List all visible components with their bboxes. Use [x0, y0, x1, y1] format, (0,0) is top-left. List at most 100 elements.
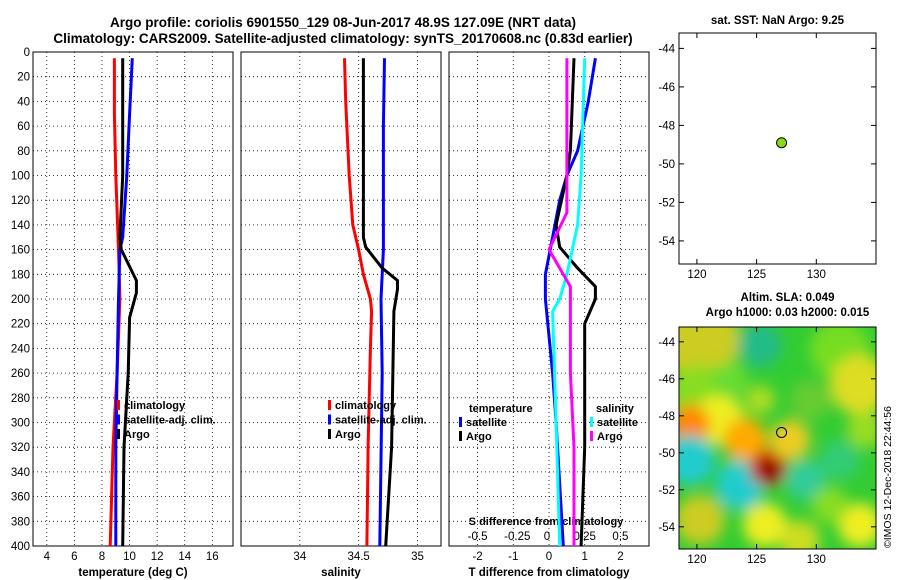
legend-swatch — [117, 429, 120, 439]
x-tick-label: 1 — [582, 551, 588, 563]
legend-swatch — [590, 417, 593, 427]
depth-tick-label: 400 — [11, 541, 30, 553]
sla-blob — [743, 503, 787, 547]
x-axis-label: T difference from climatology — [468, 567, 630, 579]
sla-map-title: Altim. SLA: 0.049 — [741, 292, 835, 304]
legend-title-temperature: temperature — [469, 403, 533, 415]
x-tick-label: 12 — [151, 551, 164, 563]
depth-tick-label: 300 — [11, 418, 30, 430]
x-tick-label: 130 — [807, 554, 826, 566]
y-tick-label: -54 — [658, 236, 675, 248]
depth-tick-label: 180 — [11, 269, 30, 281]
title-line-2: Climatology: CARS2009. Satellite-adjuste… — [53, 31, 632, 46]
y-tick-label: -50 — [658, 448, 675, 460]
x-tick-label: 120 — [687, 269, 706, 281]
series-line-2 — [551, 58, 587, 547]
depth-tick-label: 80 — [17, 146, 30, 158]
depth-tick-label: 60 — [17, 121, 30, 133]
x-tick-label: 125 — [747, 554, 766, 566]
legend-label: Argo — [124, 429, 150, 441]
depth-tick-label: 320 — [11, 442, 30, 454]
x-tick-label: 34.5 — [347, 551, 369, 563]
legend-label: Argo — [335, 429, 361, 441]
argo-location-marker — [776, 426, 788, 438]
x2-tick-label: -0.25 — [504, 531, 530, 543]
sla-blob — [679, 405, 710, 445]
sst-map-title: sat. SST: NaN Argo: 9.25 — [711, 15, 845, 27]
sla-blob — [785, 460, 825, 500]
depth-tick-label: 280 — [11, 393, 30, 405]
x-tick-label: 120 — [687, 554, 706, 566]
x-tick-label: 125 — [747, 269, 766, 281]
sla-blob — [679, 495, 725, 545]
sla-blob — [820, 440, 860, 480]
depth-tick-label: 40 — [17, 96, 30, 108]
depth-tick-label: 340 — [11, 467, 30, 479]
sst-map-frame — [678, 32, 877, 265]
x-tick-label: 14 — [178, 551, 191, 563]
legend-label: climatology — [335, 400, 397, 412]
sla-heatmap — [679, 327, 876, 549]
x-tick-label: 0 — [546, 551, 552, 563]
depth-tick-label: 360 — [11, 492, 30, 504]
legend-swatch — [459, 417, 462, 427]
y-tick-label: -46 — [658, 374, 675, 386]
legend-label: Argo — [597, 431, 623, 443]
x-tick-label: 34 — [293, 551, 306, 563]
depth-tick-label: 140 — [11, 220, 30, 232]
legend-swatch — [590, 431, 593, 441]
series-line-1 — [378, 58, 386, 547]
x2-tick-label: 0.25 — [574, 531, 596, 543]
sla-blob — [790, 380, 830, 420]
x-tick-label: 35 — [411, 551, 424, 563]
y-tick-label: -46 — [658, 82, 675, 94]
x-tick-label: 16 — [206, 551, 219, 563]
legend-swatch — [328, 414, 331, 425]
legend-label: satellite — [597, 417, 638, 429]
legend-title-salinity: salinity — [596, 403, 635, 415]
depth-tick-label: 100 — [11, 171, 30, 183]
depth-tick-label: 160 — [11, 245, 30, 257]
x-axis-label: salinity — [321, 567, 361, 579]
x2-tick-label: 0 — [544, 531, 550, 543]
depth-tick-label: 240 — [11, 343, 30, 355]
sla-blob — [770, 420, 810, 460]
depth-tick-label: 20 — [17, 72, 30, 84]
sla-blob — [838, 503, 876, 547]
sla-blob — [812, 487, 848, 523]
sla-field-blobs — [679, 327, 876, 549]
x2-tick-label: -0.5 — [468, 531, 488, 543]
sla-blob — [723, 418, 767, 462]
title-line-1: Argo profile: coriolis 6901550_129 08-Ju… — [110, 15, 576, 30]
y-tick-label: -48 — [658, 120, 675, 132]
depth-tick-label: 120 — [11, 195, 30, 207]
series-line-0 — [343, 58, 374, 547]
series-line-2 — [361, 58, 399, 547]
x-tick-label: 6 — [71, 551, 77, 563]
depth-tick-label: 260 — [11, 368, 30, 380]
depth-tick-label: 380 — [11, 516, 30, 528]
legend-label: satellite — [466, 417, 507, 429]
x-axis-label: temperature (deg C) — [78, 567, 187, 579]
x-tick-label: -2 — [472, 551, 482, 563]
sst-map-background — [679, 33, 876, 264]
sla-blob — [780, 520, 820, 549]
sla-map-subtitle: Argo h1000: 0.03 h2000: 0.015 — [706, 307, 870, 319]
legend-swatch — [328, 400, 331, 410]
salinity-panel-frame — [240, 51, 442, 547]
legend-label: satellite-adj. clim. — [124, 415, 216, 427]
y-tick-label: -44 — [658, 337, 675, 349]
depth-tick-label: 200 — [11, 294, 30, 306]
sla-blob — [712, 362, 748, 398]
x-tick-label: 4 — [44, 551, 51, 563]
legend-label: climatology — [124, 400, 186, 412]
series-line-2 — [118, 58, 138, 547]
argo-location-marker — [776, 137, 788, 149]
y-tick-label: -44 — [658, 43, 675, 55]
x2-tick-label: 0.5 — [612, 531, 628, 543]
legend-swatch — [328, 429, 331, 439]
y-tick-label: -52 — [658, 485, 675, 497]
series-line-1 — [554, 58, 597, 547]
temperature-panel-frame — [32, 51, 234, 547]
x2-axis-label: S difference from climatology — [469, 516, 625, 528]
